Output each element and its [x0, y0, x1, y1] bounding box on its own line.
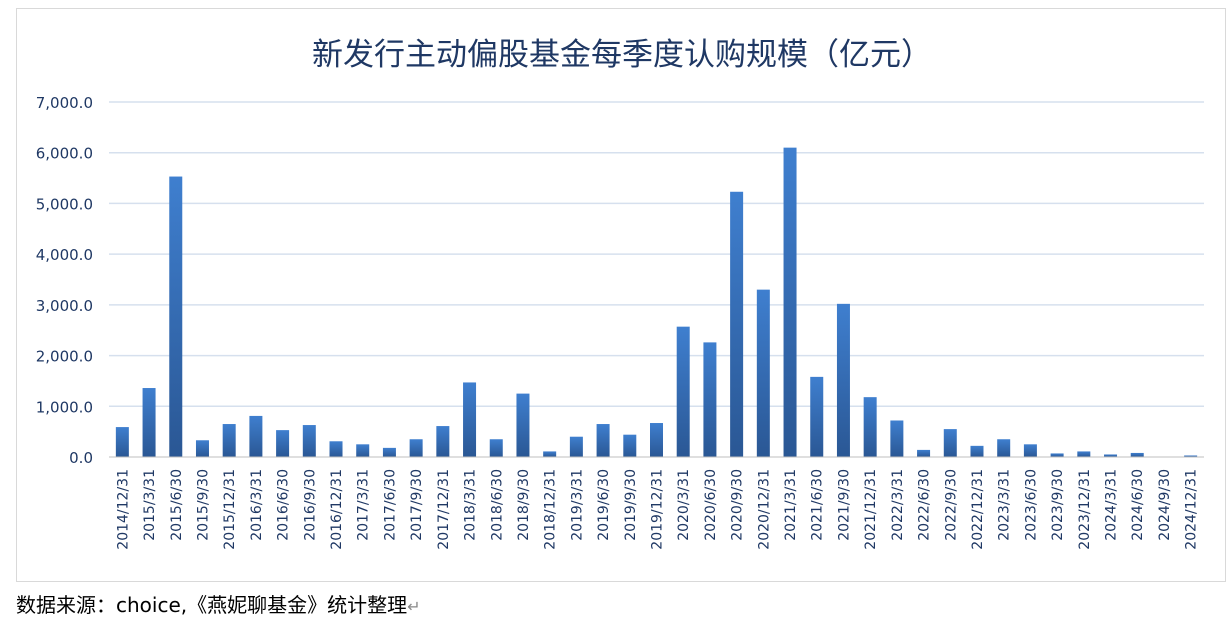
bar — [276, 430, 290, 457]
bar — [142, 388, 156, 457]
y-tick-label: 6,000.0 — [36, 145, 93, 163]
x-tick-label: 2018/6/30 — [489, 469, 505, 541]
x-tick-label: 2017/9/30 — [409, 469, 425, 541]
bar — [1050, 453, 1064, 457]
y-tick-label: 3,000.0 — [36, 297, 93, 315]
bar — [1077, 451, 1091, 457]
bar — [1104, 454, 1118, 457]
bar — [676, 326, 690, 457]
bar — [970, 445, 984, 457]
bar — [169, 176, 183, 458]
x-tick-label: 2020/12/31 — [756, 469, 772, 550]
bar — [756, 289, 770, 457]
x-tick-label: 2022/6/30 — [917, 469, 933, 541]
bar — [836, 303, 850, 457]
bar — [302, 425, 316, 457]
bar — [890, 420, 904, 457]
x-tick-label: 2017/6/30 — [382, 469, 398, 541]
x-tick-label: 2024/9/30 — [1157, 469, 1173, 541]
x-tick-label: 2020/3/31 — [676, 469, 692, 541]
y-tick-label: 5,000.0 — [36, 195, 93, 213]
y-tick-label: 0.0 — [69, 449, 93, 467]
gridlines — [109, 101, 1204, 408]
y-tick-label: 2,000.0 — [36, 348, 93, 366]
source-note-text: 数据来源：choice,《燕妮聊基金》统计整理 — [16, 593, 408, 617]
x-tick-label: 2024/3/31 — [1104, 469, 1120, 541]
chart-title: 新发行主动偏股基金每季度认购规模（亿元） — [312, 37, 932, 73]
y-tick-label: 7,000.0 — [36, 94, 93, 112]
x-tick-label: 2021/12/31 — [863, 469, 879, 550]
x-tick-label: 2019/12/31 — [650, 469, 666, 550]
bar — [463, 382, 477, 457]
x-tick-label: 2017/12/31 — [436, 469, 452, 550]
x-tick-label: 2023/12/31 — [1077, 469, 1093, 550]
x-tick-label: 2023/6/30 — [1023, 469, 1039, 541]
bar — [356, 444, 370, 457]
bar — [917, 449, 931, 457]
bar — [569, 436, 583, 457]
x-tick-label: 2015/6/30 — [169, 469, 185, 541]
x-tick-label: 2016/3/31 — [249, 469, 265, 541]
x-tick-label: 2018/3/31 — [463, 469, 479, 541]
bar — [249, 415, 263, 457]
bar — [863, 397, 877, 457]
x-tick-label: 2015/3/31 — [142, 469, 158, 541]
x-tick-label: 2015/9/30 — [195, 469, 211, 541]
bar — [489, 439, 503, 457]
x-tick-label: 2016/12/31 — [329, 469, 345, 550]
bar — [650, 423, 663, 457]
bar — [703, 342, 717, 457]
chart-frame — [16, 8, 1226, 582]
bar — [596, 424, 610, 457]
x-tick-label: 2022/12/31 — [970, 469, 986, 550]
x-tick-label: 2024/6/30 — [1130, 469, 1146, 541]
bar — [409, 439, 423, 457]
bar — [516, 393, 530, 457]
x-tick-label: 2017/3/31 — [356, 469, 372, 541]
bar-chart: 新发行主动偏股基金每季度认购规模（亿元） 0.0 1,000.0 2,000.0 3,… — [36, 37, 1204, 550]
bar — [195, 440, 209, 457]
x-axis-tick-labels: 2014/12/31 2015/3/31 2015/6/30 2015/9/30 201… — [115, 469, 1199, 550]
x-tick-label: 2014/12/31 — [115, 469, 131, 550]
x-tick-label: 2020/6/30 — [703, 469, 719, 541]
bars — [115, 147, 1198, 458]
bar — [1023, 444, 1037, 457]
x-tick-label: 2016/6/30 — [276, 469, 292, 541]
y-axis-tick-labels: 0.0 1,000.0 2,000.0 3,000.0 4,000.0 5,000.0 6,… — [36, 94, 93, 467]
x-tick-label: 2021/3/31 — [783, 469, 799, 541]
x-tick-label: 2022/9/30 — [943, 469, 959, 541]
x-tick-label: 2021/6/30 — [810, 469, 826, 541]
bar — [543, 451, 557, 457]
x-tick-label: 2024/12/31 — [1184, 469, 1200, 550]
bar — [222, 424, 236, 457]
x-tick-label: 2022/3/31 — [890, 469, 906, 541]
x-tick-label: 2019/3/31 — [569, 469, 585, 541]
bar — [1130, 452, 1144, 457]
x-tick-label: 2018/12/31 — [543, 469, 559, 550]
x-tick-label: 2019/9/30 — [623, 469, 639, 541]
x-tick-label: 2015/12/31 — [222, 469, 238, 550]
x-tick-label: 2019/6/30 — [596, 469, 612, 541]
source-note: 数据来源：choice,《燕妮聊基金》统计整理↵ — [16, 593, 421, 619]
x-tick-label: 2016/9/30 — [302, 469, 318, 541]
bar — [943, 429, 957, 457]
bar — [810, 376, 824, 457]
bar — [382, 447, 396, 457]
bar — [783, 147, 797, 457]
bar — [623, 434, 637, 457]
bar — [436, 426, 450, 457]
bar — [997, 439, 1011, 457]
bar — [730, 191, 744, 457]
y-tick-label: 1,000.0 — [36, 398, 93, 416]
bar — [115, 427, 129, 457]
bar — [1184, 455, 1198, 457]
x-tick-label: 2023/3/31 — [997, 469, 1013, 541]
return-mark-icon: ↵ — [407, 597, 421, 616]
y-tick-label: 4,000.0 — [36, 246, 93, 264]
x-tick-label: 2021/9/30 — [836, 469, 852, 541]
x-tick-label: 2018/9/30 — [516, 469, 532, 541]
x-tick-label: 2020/9/30 — [730, 469, 746, 541]
x-tick-label: 2023/9/30 — [1050, 469, 1066, 541]
bar — [329, 441, 343, 457]
